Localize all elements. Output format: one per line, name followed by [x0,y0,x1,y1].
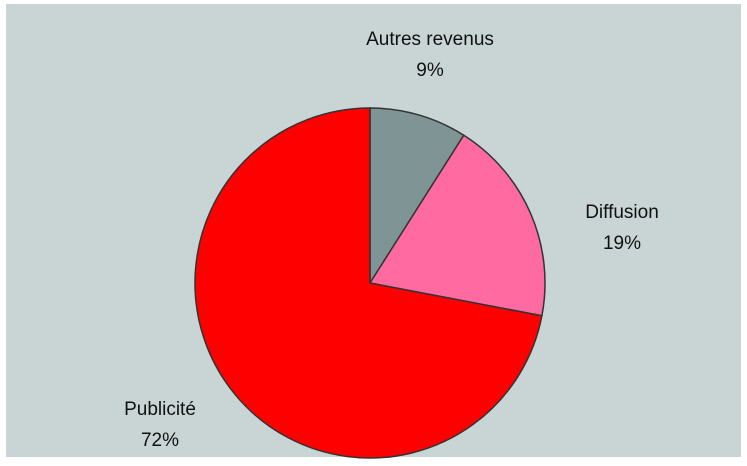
pie-slice [368,134,546,317]
pie-slice [194,107,543,459]
slice-label: Diffusion [585,202,659,223]
slice-label: Autres revenus [366,29,494,50]
slice-value-label: 19% [603,233,641,254]
slice-value-label: 72% [141,430,179,451]
pie-slice [369,107,465,286]
slice-value-label: 9% [416,60,444,81]
slice-label: Publicité [124,399,196,420]
